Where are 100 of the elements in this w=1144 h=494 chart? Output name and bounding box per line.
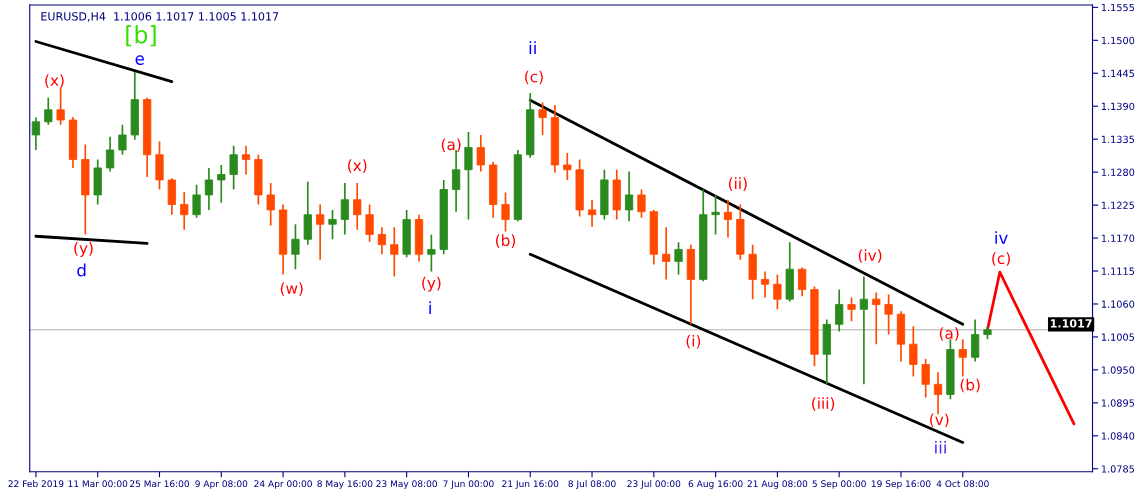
y-tick-label: 1.1225 (1101, 201, 1135, 209)
y-tick-label: 1.1555 (1101, 3, 1135, 12)
candlestick (773, 273, 782, 311)
candlestick (229, 144, 238, 191)
y-tick-label: 1.1390 (1101, 102, 1135, 111)
x-tick-label: 8 Jul 08:00 (568, 480, 616, 489)
x-tick-label: 23 May 08:00 (376, 480, 438, 489)
candlestick (674, 241, 683, 276)
candlestick (501, 191, 510, 233)
candlestick (884, 293, 893, 336)
candlestick (241, 144, 251, 176)
candlestick (118, 123, 127, 156)
candlestick (204, 167, 214, 211)
candlestick (723, 198, 733, 239)
candlestick (291, 223, 300, 271)
candlestick (316, 203, 325, 261)
y-tick-label: 1.0950 (1101, 366, 1135, 374)
candlestick (217, 164, 226, 204)
annotation: iv (995, 231, 1008, 244)
y-tick-label: 1.1060 (1101, 300, 1135, 308)
y-tick-label: 1.1280 (1101, 168, 1135, 176)
candlestick (377, 226, 387, 256)
x-tick-label: 7 Jun 00:00 (443, 480, 494, 489)
y-tick-label: 1.1170 (1101, 234, 1135, 242)
candlestick (180, 191, 189, 231)
annotation: (v) (930, 413, 949, 428)
candlestick (797, 266, 807, 298)
candlestick (624, 170, 634, 223)
candlestick (563, 152, 572, 181)
candlestick (835, 288, 844, 333)
y-tick-label: 1.1115 (1101, 267, 1135, 275)
x-tick-label: 19 Sep 16:00 (871, 480, 931, 489)
annotation: ii (529, 41, 536, 54)
candlestick (464, 131, 473, 221)
candlestick (921, 358, 930, 399)
annotation: e (135, 55, 144, 65)
candlestick (353, 182, 362, 231)
candlestick (970, 318, 980, 363)
x-tick-label: 22 Feb 2019 (8, 480, 64, 488)
candlestick (662, 226, 671, 281)
candlestick (427, 233, 436, 273)
x-tick-label: 9 Apr 08:00 (195, 480, 248, 489)
x-tick-label: 5 Sep 00:00 (812, 480, 866, 489)
annotation: [b] (126, 25, 156, 47)
x-tick-label: 25 Mar 16:00 (130, 480, 190, 488)
annotation: (b) (960, 378, 980, 393)
candlestick (637, 188, 646, 219)
candlestick (476, 134, 485, 173)
ref-line-label: 1.1017 (1050, 319, 1092, 328)
x-tick-label: 4 Oct 08:00 (936, 480, 989, 488)
candlestick (31, 116, 41, 151)
candlestick (958, 338, 967, 378)
y-tick-label: 1.0895 (1101, 399, 1135, 407)
annotation: (a) (441, 138, 461, 152)
candlestick (847, 296, 856, 323)
x-tick-label: 21 Aug 08:00 (747, 480, 808, 489)
candlestick (711, 194, 720, 236)
candlestick (44, 96, 53, 126)
annotation: (w) (280, 282, 303, 296)
candlestick (538, 101, 547, 136)
annotation: (i) (686, 334, 701, 349)
y-tick-label: 1.1500 (1101, 36, 1135, 45)
annotation: (c) (992, 252, 1010, 266)
annotation: (iii) (812, 397, 835, 411)
annotation: (b) (496, 234, 516, 248)
candlestick (859, 275, 869, 386)
annotation: (iv) (858, 249, 882, 263)
candlestick (760, 270, 770, 299)
annotation: (c) (525, 70, 543, 85)
annotation: (a) (939, 327, 959, 341)
text: EURUSD,H4 1.1006 1.1017 1.1005 1.1017 (41, 12, 279, 22)
candlestick (390, 226, 399, 278)
x-tick-label: 23 Jul 00:00 (627, 480, 681, 489)
y-tick-label: 1.0785 (1101, 465, 1135, 473)
annotation: d (77, 263, 86, 277)
candlestick (872, 291, 881, 345)
annotation: (ii) (728, 177, 747, 191)
candlestick (909, 325, 918, 378)
annotation: (y) (74, 242, 93, 257)
candlestick (328, 209, 337, 241)
x-tick-label: 8 May 16:00 (317, 480, 373, 489)
x-tick-label: 6 Aug 16:00 (688, 480, 743, 489)
annotation: (y) (422, 276, 441, 292)
annotation: (x) (348, 159, 367, 173)
candlestick (105, 135, 115, 173)
x-tick-label: 24 Apr 00:00 (254, 480, 312, 489)
candlestick (56, 86, 65, 126)
candlestick (365, 203, 374, 243)
candlestick (587, 198, 597, 228)
y-tick-label: 1.1005 (1101, 333, 1135, 341)
y-tick-label: 1.1335 (1101, 135, 1135, 144)
annotation: (x) (45, 74, 64, 88)
annotation: i (429, 301, 431, 314)
candlestick (266, 182, 275, 227)
candlestick (340, 182, 349, 236)
y-tick-label: 1.0840 (1101, 432, 1135, 440)
annotation: iii (935, 440, 946, 454)
x-tick-label: 11 Mar 00:00 (68, 480, 128, 488)
x-tick-label: 21 Jun 16:00 (502, 480, 559, 489)
candlestick (192, 183, 201, 219)
